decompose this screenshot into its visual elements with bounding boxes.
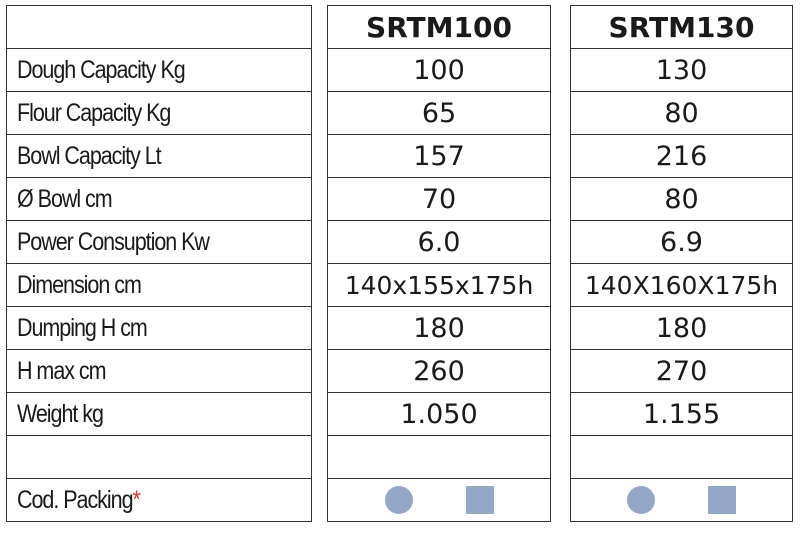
circle-icon [627, 486, 656, 514]
packing-cell [327, 478, 551, 522]
value-cell: 1.050 [327, 392, 551, 436]
value-cell: 80 [570, 91, 793, 135]
srtm100-column: SRTM100 100 65 157 70 6.0 140x155x175h 1… [327, 5, 551, 522]
circle-icon [384, 486, 413, 514]
label-column: Dough Capacity Kg Flour Capacity Kg Bowl… [6, 5, 312, 522]
value-cell: 157 [327, 134, 551, 178]
row-label: Ø Bowl cm [6, 177, 312, 221]
value-cell: 140X160X175h [570, 263, 793, 307]
value-cell: 80 [570, 177, 793, 221]
value-cell: 130 [570, 48, 793, 92]
header-blank-cell [6, 5, 312, 49]
value-cell: 180 [327, 306, 551, 350]
value-cell: 216 [570, 134, 793, 178]
srtm130-header: SRTM130 [570, 5, 793, 49]
srtm100-header: SRTM100 [327, 5, 551, 49]
row-label: Dumping H cm [6, 306, 312, 350]
row-label: Dough Capacity Kg [6, 48, 312, 92]
row-label: Bowl Capacity Lt [6, 134, 312, 178]
srtm130-column: SRTM130 130 80 216 80 6.9 140X160X175h 1… [570, 5, 793, 522]
value-cell: 180 [570, 306, 793, 350]
row-label: Flour Capacity Kg [6, 91, 312, 135]
empty-row-cell [570, 435, 793, 479]
value-cell: 6.9 [570, 220, 793, 264]
value-cell: 270 [570, 349, 793, 393]
empty-row-cell [327, 435, 551, 479]
asterisk-mark: * [132, 485, 140, 514]
value-cell: 1.155 [570, 392, 793, 436]
value-cell: 260 [327, 349, 551, 393]
row-label: Dimension cm [6, 263, 312, 307]
value-cell: 70 [327, 177, 551, 221]
value-cell: 100 [327, 48, 551, 92]
row-label: Power Consuption Kw [6, 220, 312, 264]
value-cell: 65 [327, 91, 551, 135]
square-icon [465, 486, 494, 514]
row-label: H max cm [6, 349, 312, 393]
packing-label: Cod. Packing* [6, 478, 312, 522]
square-icon [707, 486, 736, 514]
packing-cell [570, 478, 793, 522]
value-cell: 6.0 [327, 220, 551, 264]
value-cell: 140x155x175h [327, 263, 551, 307]
empty-row-cell [6, 435, 312, 479]
row-label: Weight kg [6, 392, 312, 436]
